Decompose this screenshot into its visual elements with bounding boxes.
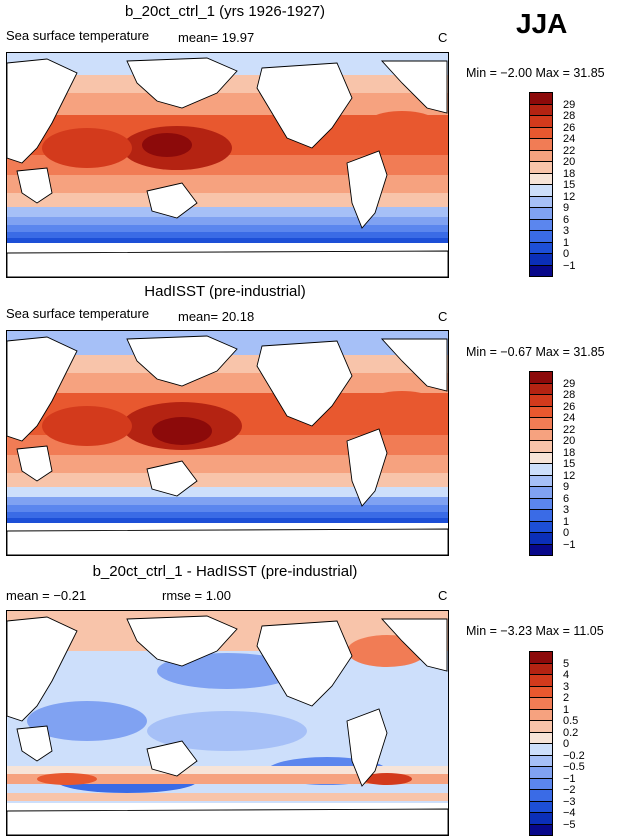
panel-1-map bbox=[6, 52, 449, 278]
panel-1-units: C bbox=[438, 30, 448, 45]
colorbar-tick-label: 29 bbox=[563, 377, 576, 390]
panel-1-minmax: Min = −2.00 Max = 31.85 bbox=[466, 66, 605, 80]
panel-3-map-graphic bbox=[7, 611, 448, 835]
colorbar-tick-label: 20 bbox=[563, 435, 576, 447]
colorbar-tick-label: 12 bbox=[563, 469, 576, 482]
colorbar-tick-label: 3 bbox=[563, 680, 570, 693]
panel-3-map bbox=[6, 610, 449, 836]
colorbar-tick-label: 28 bbox=[563, 389, 576, 401]
panel-3-colorbar bbox=[529, 651, 553, 836]
colorbar-tick-label: 26 bbox=[563, 121, 576, 134]
colorbar-tick-label: 22 bbox=[563, 423, 576, 436]
colorbar-tick-label: −3 bbox=[563, 795, 576, 808]
colorbar-tick-label: 1 bbox=[563, 703, 570, 716]
colorbar-tick-label: −0.5 bbox=[563, 761, 585, 773]
colorbar-tick-label: 24 bbox=[563, 133, 576, 145]
colorbar-tick-label: 0.5 bbox=[563, 715, 579, 727]
colorbar-tick-label: 9 bbox=[563, 481, 570, 493]
colorbar-tick-label: 5 bbox=[563, 657, 570, 670]
colorbar-tick-label: −4 bbox=[563, 807, 576, 819]
season-label: JJA bbox=[516, 8, 568, 39]
colorbar-tick-label: 18 bbox=[563, 446, 576, 459]
panel-3-units: C bbox=[438, 588, 448, 603]
panel-1-mean: mean= 19.97 bbox=[178, 30, 255, 45]
colorbar-tick-label: 6 bbox=[563, 213, 570, 226]
colorbar-swatch bbox=[529, 543, 553, 556]
colorbar-tick-label: 15 bbox=[563, 179, 576, 191]
colorbar-tick-label: 28 bbox=[563, 110, 576, 122]
colorbar-tick-label: 1 bbox=[563, 515, 570, 528]
panel-2-variable-label: Sea surface temperature bbox=[6, 306, 150, 321]
panel-2-mean: mean= 20.18 bbox=[178, 309, 255, 324]
colorbar-tick-label: 29 bbox=[563, 98, 576, 111]
colorbar-tick-label: 22 bbox=[563, 144, 576, 157]
colorbar-tick-label: 0 bbox=[563, 738, 570, 750]
colorbar-swatch bbox=[529, 264, 553, 277]
colorbar-tick-label: 1 bbox=[563, 236, 570, 249]
panel-2-title: HadISST (pre-industrial) bbox=[144, 283, 306, 300]
panel-3-mean: mean = −0.21 bbox=[6, 588, 87, 603]
colorbar-tick-label: 4 bbox=[563, 669, 570, 681]
colorbar-swatch bbox=[529, 823, 553, 836]
panel-2-units: C bbox=[438, 309, 448, 324]
colorbar-tick-label: 3 bbox=[563, 504, 570, 516]
colorbar-tick-label: −1 bbox=[563, 538, 576, 551]
colorbar-tick-label: 0.2 bbox=[563, 726, 579, 739]
colorbar-tick-label: 2 bbox=[563, 692, 570, 704]
panel-1-variable-label: Sea surface temperature bbox=[6, 28, 150, 43]
panel-1-title: b_20ct_ctrl_1 (yrs 1926-1927) bbox=[124, 3, 326, 20]
colorbar-tick-label: 3 bbox=[563, 225, 570, 237]
colorbar-tick-label: 0 bbox=[563, 527, 570, 539]
colorbar-tick-label: 6 bbox=[563, 492, 570, 505]
panel-3-title: b_20ct_ctrl_1 - HadISST (pre-industrial) bbox=[92, 563, 358, 580]
panel-2-map-graphic bbox=[7, 331, 448, 555]
colorbar-tick-label: 9 bbox=[563, 202, 570, 214]
colorbar-tick-label: 12 bbox=[563, 190, 576, 203]
colorbar-tick-label: −1 bbox=[563, 772, 576, 785]
colorbar-tick-label: 24 bbox=[563, 412, 576, 424]
colorbar-tick-label: −2 bbox=[563, 784, 576, 796]
panel-1-colorbar bbox=[529, 92, 553, 277]
panel-2-colorbar bbox=[529, 371, 553, 556]
panel-1-map-graphic bbox=[7, 53, 448, 277]
colorbar-tick-label: 26 bbox=[563, 400, 576, 413]
colorbar-tick-label: 20 bbox=[563, 156, 576, 168]
colorbar-tick-label: 15 bbox=[563, 458, 576, 470]
panel-2-map bbox=[6, 330, 449, 556]
panel-2-minmax: Min = −0.67 Max = 31.85 bbox=[466, 345, 605, 359]
colorbar-tick-label: −5 bbox=[563, 818, 576, 831]
colorbar-tick-label: −0.2 bbox=[563, 749, 585, 762]
colorbar-tick-label: 0 bbox=[563, 248, 570, 260]
panel-3-minmax: Min = −3.23 Max = 11.05 bbox=[466, 624, 604, 638]
panel-3-rmse: rmse = 1.00 bbox=[162, 588, 232, 603]
colorbar-tick-label: 18 bbox=[563, 167, 576, 180]
colorbar-tick-label: −1 bbox=[563, 259, 576, 272]
